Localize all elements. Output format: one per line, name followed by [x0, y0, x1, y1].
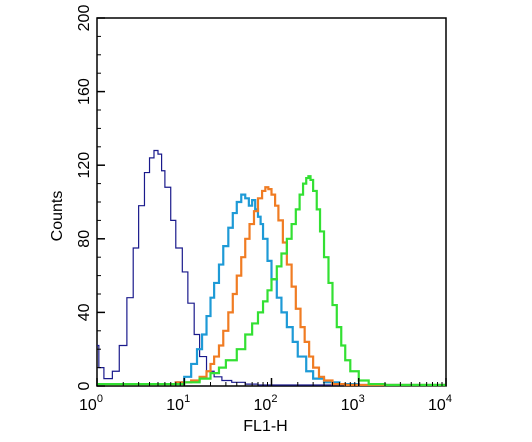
- x-tick-exponent: 0: [97, 393, 103, 405]
- y-tick-label: 40: [76, 303, 93, 321]
- y-tick-label: 80: [76, 230, 93, 248]
- plot-frame: [96, 17, 447, 387]
- x-tick-base: 10: [166, 397, 184, 414]
- x-tick-label: 100: [79, 393, 103, 414]
- x-tick-base: 10: [428, 397, 446, 414]
- x-tick-label: 104: [428, 393, 452, 414]
- x-tick-base: 10: [254, 397, 272, 414]
- x-tick-exponent: 4: [446, 393, 452, 405]
- series-line-1: [97, 149, 446, 386]
- series-line-2: [97, 193, 446, 387]
- y-tick-label: 120: [76, 152, 93, 179]
- x-axis-title: FL1-H: [243, 418, 287, 435]
- series-line-4: [97, 175, 446, 387]
- series-line-3: [97, 186, 446, 387]
- x-tick-base: 10: [79, 397, 97, 414]
- y-tick-label: 160: [76, 78, 93, 105]
- x-tick-exponent: 2: [271, 393, 277, 405]
- y-tick-label: 200: [76, 5, 93, 32]
- series-layer: [97, 149, 446, 387]
- x-tick-label: 102: [254, 393, 278, 414]
- x-tick-base: 10: [341, 397, 359, 414]
- x-tick-exponent: 3: [359, 393, 365, 405]
- y-axis-title: Counts: [49, 191, 66, 242]
- x-tick-exponent: 1: [184, 393, 190, 405]
- x-tick-label: 101: [166, 393, 190, 414]
- x-tick-label: 103: [341, 393, 365, 414]
- y-tick-label: 0: [76, 381, 93, 390]
